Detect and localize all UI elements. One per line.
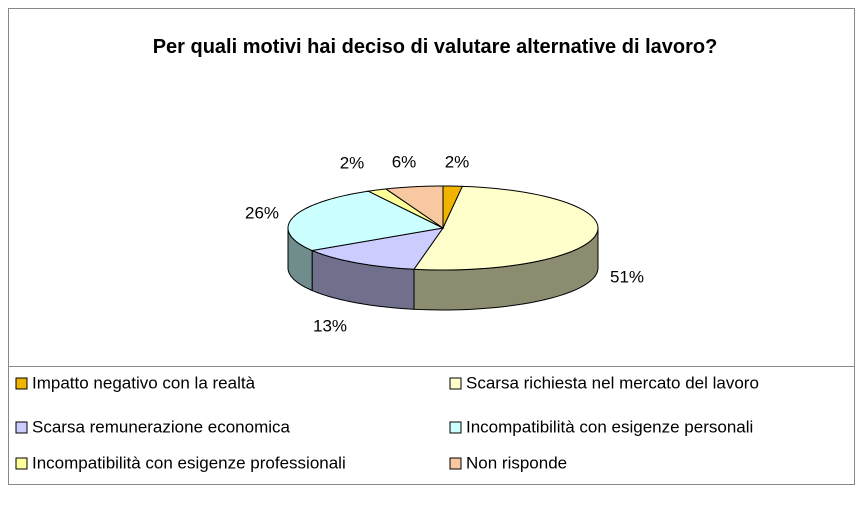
legend-label: Impatto negativo con la realtà (32, 373, 256, 392)
slice (310, 227, 445, 270)
data-label: 26% (245, 203, 279, 222)
legend-label: Scarsa remunerazione economica (32, 417, 291, 436)
legend-swatch (15, 421, 28, 434)
legend-label: Scarsa richiesta nel mercato del lavoro (466, 373, 759, 392)
legend-swatch (449, 457, 462, 470)
data-label: 2% (445, 152, 470, 171)
legend-swatch (15, 377, 28, 390)
data-label: 13% (313, 316, 347, 335)
legend-swatch (449, 377, 462, 390)
slice (287, 190, 445, 252)
legend-box (8, 366, 855, 485)
slice (366, 188, 444, 229)
slice (384, 185, 444, 229)
data-label: 2% (340, 153, 365, 172)
slice (413, 185, 599, 271)
legend-label: Incompatibilità con esigenze personali (466, 417, 753, 436)
legend-label: Non risponde (466, 453, 567, 472)
data-label: 6% (392, 152, 417, 171)
legend-label: Incompatibilità con esigenze professiona… (32, 453, 346, 472)
legend-swatch (15, 457, 28, 470)
data-label: 51% (610, 267, 644, 286)
chart-title: Per quali motivi hai deciso di valutare … (152, 36, 718, 58)
legend-swatch (449, 421, 462, 434)
